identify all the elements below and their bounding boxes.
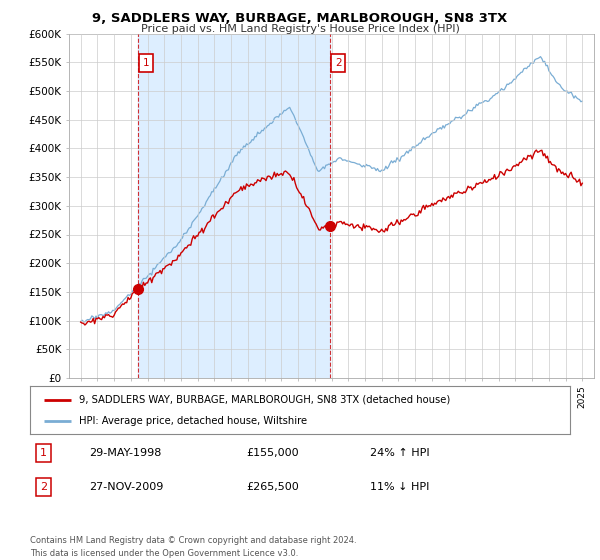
Text: Contains HM Land Registry data © Crown copyright and database right 2024.
This d: Contains HM Land Registry data © Crown c… [30, 536, 356, 558]
Text: 9, SADDLERS WAY, BURBAGE, MARLBOROUGH, SN8 3TX: 9, SADDLERS WAY, BURBAGE, MARLBOROUGH, S… [92, 12, 508, 25]
Bar [138, 34, 330, 378]
Text: £155,000: £155,000 [246, 448, 299, 458]
Text: 2: 2 [40, 482, 47, 492]
Text: Price paid vs. HM Land Registry's House Price Index (HPI): Price paid vs. HM Land Registry's House … [140, 24, 460, 34]
Text: 9, SADDLERS WAY, BURBAGE, MARLBOROUGH, SN8 3TX (detached house): 9, SADDLERS WAY, BURBAGE, MARLBOROUGH, S… [79, 395, 450, 405]
Text: 29-MAY-1998: 29-MAY-1998 [89, 448, 162, 458]
Text: 27-NOV-2009: 27-NOV-2009 [89, 482, 164, 492]
Text: 1: 1 [40, 448, 47, 458]
Text: 1: 1 [143, 58, 149, 68]
Text: 11% ↓ HPI: 11% ↓ HPI [370, 482, 430, 492]
Text: 24% ↑ HPI: 24% ↑ HPI [370, 448, 430, 458]
Text: HPI: Average price, detached house, Wiltshire: HPI: Average price, detached house, Wilt… [79, 416, 307, 426]
Text: £265,500: £265,500 [246, 482, 299, 492]
Text: 2: 2 [335, 58, 341, 68]
